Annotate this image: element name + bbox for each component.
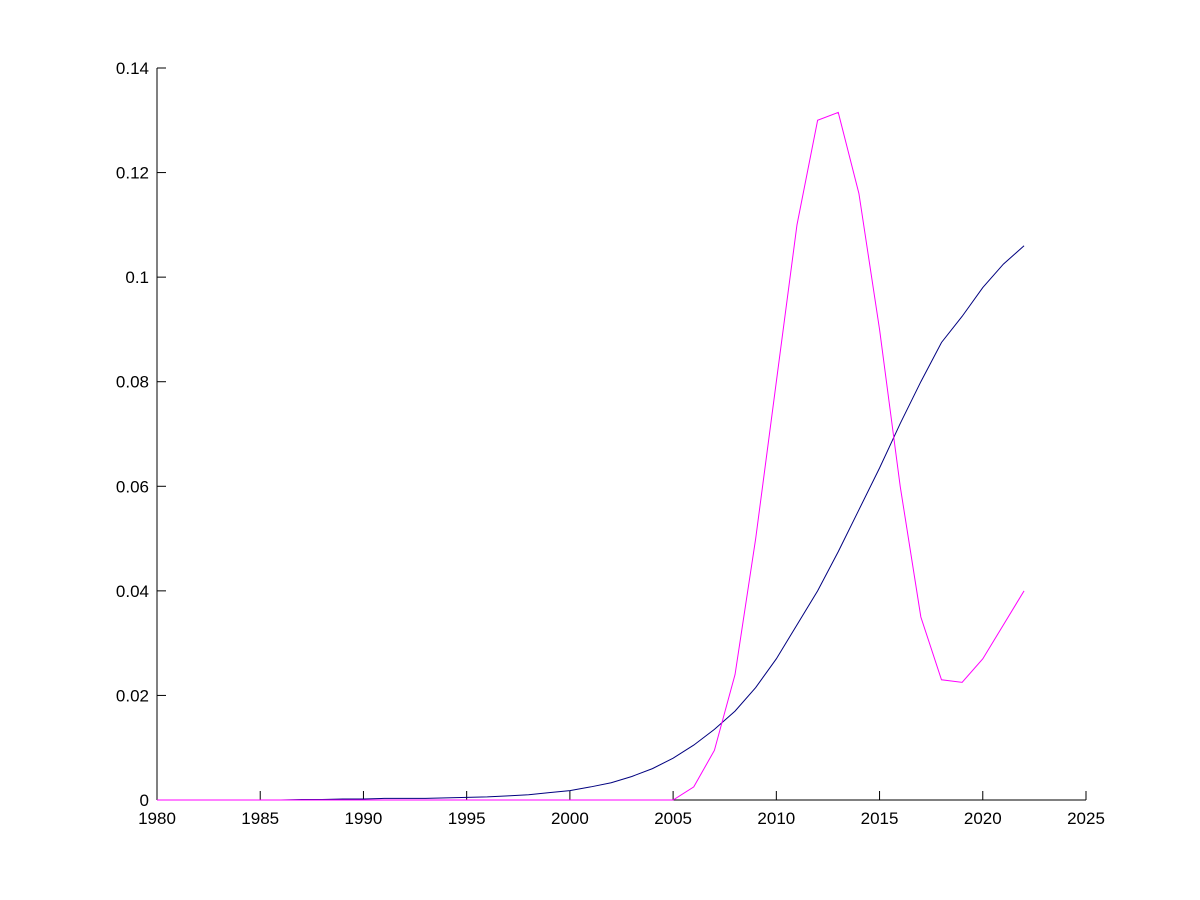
x-tick-label: 2025 (1067, 809, 1105, 828)
y-tick-label: 0.12 (116, 164, 149, 183)
line-series (157, 245, 1025, 801)
x-tick-label: 2020 (964, 809, 1002, 828)
y-tick-label: 0.08 (116, 373, 149, 392)
y-tick-label: 0 (140, 791, 149, 810)
y-tick-label: 0.06 (116, 477, 149, 496)
y-tick-label: 0.1 (125, 268, 149, 287)
x-tick-label: 1980 (138, 809, 176, 828)
line-series (157, 111, 1025, 801)
x-tick-label: 1995 (448, 809, 486, 828)
y-tick-label: 0.04 (116, 582, 149, 601)
y-tick-label: 0.02 (116, 686, 149, 705)
x-tick-label: 2005 (654, 809, 692, 828)
x-tick-label: 2015 (861, 809, 899, 828)
x-tick-label: 2010 (757, 809, 795, 828)
x-tick-label: 1985 (241, 809, 279, 828)
x-tick-label: 2000 (551, 809, 589, 828)
x-tick-label: 1990 (345, 809, 383, 828)
y-tick-label: 0.14 (116, 59, 149, 78)
